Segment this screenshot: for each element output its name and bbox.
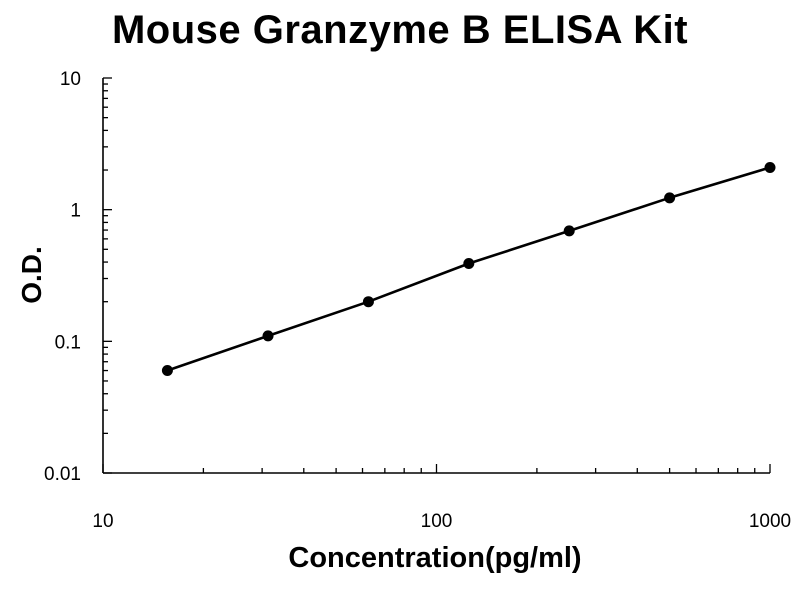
y-tick-label: 1 bbox=[70, 201, 81, 222]
y-tick-label: 10 bbox=[60, 69, 81, 90]
series bbox=[161, 162, 776, 377]
data-point bbox=[664, 192, 676, 204]
x-axis-label: Concentration(pg/ml) bbox=[288, 542, 582, 574]
data-point bbox=[563, 225, 575, 237]
x-tick-label: 10 bbox=[92, 511, 113, 532]
ticks bbox=[102, 77, 771, 474]
data-point bbox=[161, 365, 173, 377]
data-point bbox=[262, 330, 274, 342]
chart-title: Mouse Granzyme B ELISA Kit bbox=[111, 8, 689, 52]
data-point bbox=[764, 162, 776, 174]
x-tick-label: 100 bbox=[421, 511, 453, 532]
data-point bbox=[362, 296, 374, 308]
data-point bbox=[463, 258, 475, 270]
y-tick-label: 0.01 bbox=[44, 464, 81, 485]
tick-labels: 10 100 1000 10 1 0.1 0.01 bbox=[44, 69, 791, 532]
x-tick-label: 1000 bbox=[749, 511, 791, 532]
y-tick-label: 0.1 bbox=[55, 332, 81, 353]
